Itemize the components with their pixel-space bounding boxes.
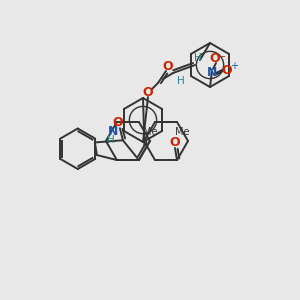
Text: N: N (207, 67, 217, 80)
Text: O: O (163, 61, 173, 74)
Text: H: H (177, 76, 185, 86)
Text: N: N (108, 125, 118, 138)
Text: O: O (112, 116, 123, 129)
Text: O: O (222, 64, 232, 76)
Text: H: H (194, 53, 202, 63)
Text: H: H (107, 135, 115, 145)
Text: O: O (210, 52, 220, 65)
Text: -: - (221, 50, 225, 64)
Text: Me: Me (175, 127, 189, 137)
Text: O: O (143, 86, 153, 100)
Text: +: + (230, 61, 238, 71)
Text: O: O (170, 136, 180, 148)
Text: Me: Me (143, 127, 157, 137)
